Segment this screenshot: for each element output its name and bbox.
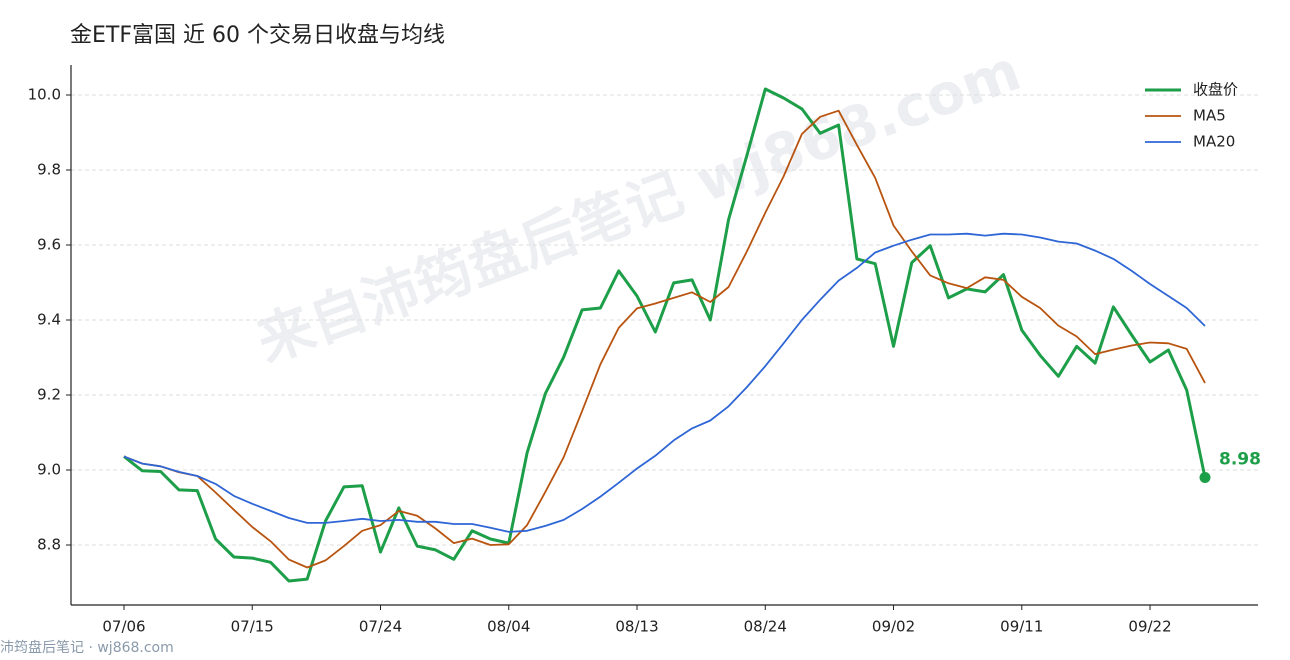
- y-tick-label: 9.6: [37, 236, 61, 254]
- x-tick-label: 09/11: [1000, 618, 1043, 636]
- x-tick-label: 08/24: [744, 618, 787, 636]
- y-tick-label: 9.0: [37, 461, 61, 479]
- series-line: [123, 87, 1207, 583]
- series-line: [123, 109, 1206, 569]
- x-tick-label: 08/13: [615, 618, 658, 636]
- x-tick-label: 07/06: [102, 618, 145, 636]
- value-label: 8.98: [1219, 450, 1261, 470]
- y-tick-label: 8.8: [37, 536, 61, 554]
- legend-label: MA20: [1193, 133, 1235, 151]
- legend-label: 收盘价: [1193, 81, 1238, 99]
- end-point: [1199, 472, 1211, 483]
- chart-title: 金ETF富国 近 60 个交易日收盘与均线: [70, 23, 445, 48]
- y-tick-label: 9.2: [37, 386, 61, 404]
- series-line: [123, 232, 1206, 533]
- x-tick-label: 08/04: [487, 618, 530, 636]
- footer: 沛筠盘后笔记 · wj868.com: [0, 639, 174, 656]
- x-tick-label: 07/15: [231, 618, 274, 636]
- x-tick-label: 07/24: [359, 618, 402, 636]
- legend-label: MA5: [1193, 107, 1226, 125]
- y-tick-label: 9.8: [37, 161, 61, 179]
- y-tick-label: 9.4: [37, 311, 61, 329]
- y-tick-label: 10.0: [28, 86, 61, 104]
- x-tick-label: 09/22: [1128, 618, 1171, 636]
- watermark: 来自沛筠盘后笔记 wj868.com: [249, 38, 1029, 375]
- x-tick-label: 09/02: [872, 618, 915, 636]
